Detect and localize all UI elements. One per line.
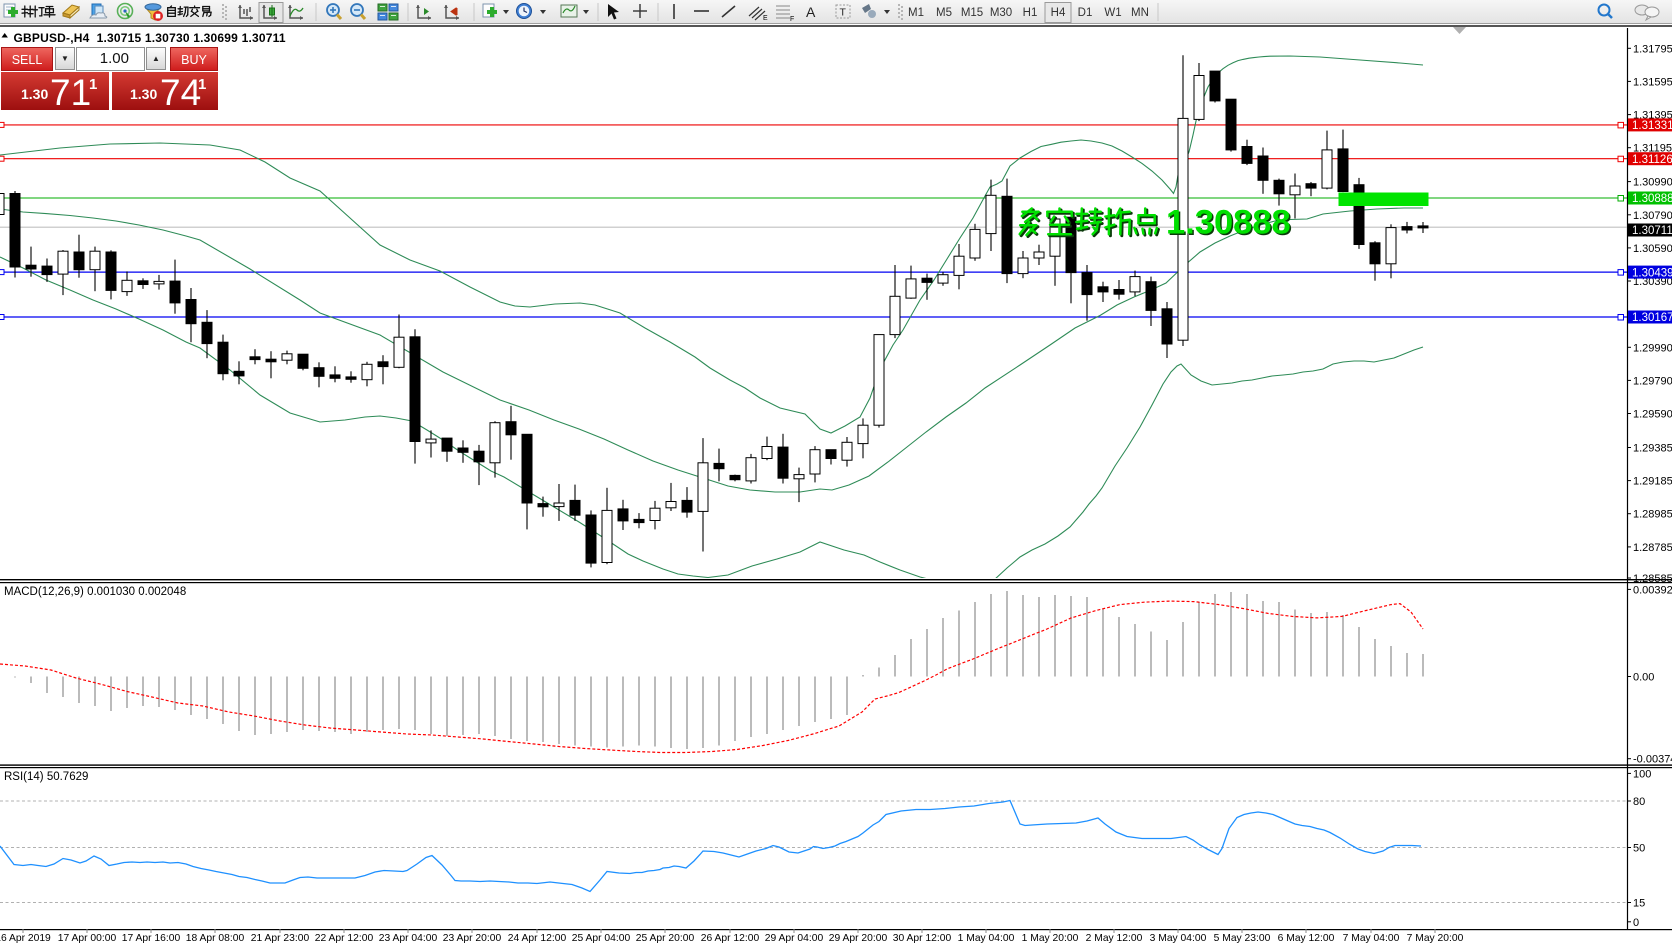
svg-text:1.30888: 1.30888 (1166, 204, 1291, 242)
svg-text:23 Apr 20:00: 23 Apr 20:00 (443, 933, 502, 944)
svg-text:21 Apr 23:00: 21 Apr 23:00 (251, 933, 310, 944)
svg-text:2 May 12:00: 2 May 12:00 (1086, 933, 1143, 944)
svg-text:1.30590: 1.30590 (1633, 243, 1672, 255)
svg-text:D1: D1 (1078, 7, 1093, 19)
svg-text:MN: MN (1131, 7, 1149, 19)
svg-text:1.31126: 1.31126 (1632, 154, 1672, 166)
svg-text:1.29185: 1.29185 (1633, 476, 1672, 488)
svg-text:MACD(12,26,9) 0.001030 0.00204: MACD(12,26,9) 0.001030 0.002048 (4, 586, 186, 598)
svg-text:23 Apr 04:00: 23 Apr 04:00 (379, 933, 438, 944)
svg-text:H4: H4 (1051, 7, 1066, 19)
svg-text:1.30888: 1.30888 (1632, 193, 1672, 205)
svg-text:1.31795: 1.31795 (1633, 43, 1672, 55)
svg-text:17 Apr 00:00: 17 Apr 00:00 (58, 933, 117, 944)
svg-text:M5: M5 (936, 7, 952, 19)
svg-text:1.30888: 1.30888 (1168, 205, 1293, 243)
svg-text:H1: H1 (1023, 7, 1038, 19)
svg-text:80: 80 (1633, 796, 1645, 808)
svg-text:1.29385: 1.29385 (1633, 443, 1672, 455)
svg-text:24 Apr 12:00: 24 Apr 12:00 (508, 933, 567, 944)
svg-text:16 Apr 2019: 16 Apr 2019 (0, 933, 51, 944)
svg-text:1.30990: 1.30990 (1633, 177, 1672, 189)
svg-text:1.30790: 1.30790 (1633, 210, 1672, 222)
svg-text:0: 0 (1633, 917, 1639, 929)
svg-text:18 Apr 08:00: 18 Apr 08:00 (186, 933, 245, 944)
svg-text:25 Apr 20:00: 25 Apr 20:00 (636, 933, 695, 944)
svg-text:1.31595: 1.31595 (1633, 76, 1672, 88)
svg-text:F: F (790, 16, 794, 23)
svg-text:T: T (840, 7, 847, 19)
svg-text:1.30167: 1.30167 (1632, 312, 1672, 324)
svg-text:3 May 04:00: 3 May 04:00 (1150, 933, 1207, 944)
svg-text:25 Apr 04:00: 25 Apr 04:00 (572, 933, 631, 944)
svg-text:30 Apr 12:00: 30 Apr 12:00 (893, 933, 952, 944)
svg-text:1.29990: 1.29990 (1633, 342, 1672, 354)
svg-text:1 May 04:00: 1 May 04:00 (958, 933, 1015, 944)
svg-text:100: 100 (1633, 768, 1651, 780)
svg-text:1.31195: 1.31195 (1633, 143, 1672, 155)
svg-text:1.31331: 1.31331 (1632, 120, 1672, 132)
svg-text:6 May 12:00: 6 May 12:00 (1278, 933, 1335, 944)
svg-text:15: 15 (1633, 898, 1645, 910)
svg-text:A: A (806, 4, 816, 20)
svg-text:29 Apr 04:00: 29 Apr 04:00 (765, 933, 824, 944)
svg-text:1 May 20:00: 1 May 20:00 (1022, 933, 1079, 944)
svg-text:7 May 20:00: 7 May 20:00 (1407, 933, 1464, 944)
svg-text:1.29590: 1.29590 (1633, 409, 1672, 421)
svg-text:1.30439: 1.30439 (1632, 267, 1672, 279)
svg-text:M15: M15 (961, 7, 983, 19)
svg-text:-0.003747: -0.003747 (1633, 754, 1672, 766)
svg-text:M1: M1 (908, 7, 924, 19)
svg-text:1.30711: 1.30711 (1632, 225, 1672, 237)
svg-text:E: E (763, 15, 768, 22)
svg-text:0.003927: 0.003927 (1633, 584, 1672, 596)
svg-text:W1: W1 (1104, 7, 1121, 19)
svg-text:GBPUSD-,H4 1.30715 1.30730 1.: GBPUSD-,H4 1.30715 1.30730 1.30699 1.307… (14, 31, 286, 45)
svg-text:26 Apr 12:00: 26 Apr 12:00 (701, 933, 760, 944)
svg-text:1.30390: 1.30390 (1633, 276, 1672, 288)
svg-text:1.29790: 1.29790 (1633, 375, 1672, 387)
svg-text:0.00: 0.00 (1633, 672, 1654, 684)
svg-text:1.28585: 1.28585 (1633, 573, 1672, 585)
svg-text:50: 50 (1633, 843, 1645, 855)
svg-text:1.28785: 1.28785 (1633, 542, 1672, 554)
svg-text:17 Apr 16:00: 17 Apr 16:00 (122, 933, 181, 944)
svg-text:7 May 04:00: 7 May 04:00 (1343, 933, 1400, 944)
svg-text:1.28985: 1.28985 (1633, 509, 1672, 521)
svg-text:29 Apr 20:00: 29 Apr 20:00 (829, 933, 888, 944)
svg-text:5 May 23:00: 5 May 23:00 (1214, 933, 1271, 944)
svg-text:RSI(14) 50.7629: RSI(14) 50.7629 (4, 771, 88, 783)
svg-text:22 Apr 12:00: 22 Apr 12:00 (315, 933, 374, 944)
svg-text:M30: M30 (990, 7, 1012, 19)
